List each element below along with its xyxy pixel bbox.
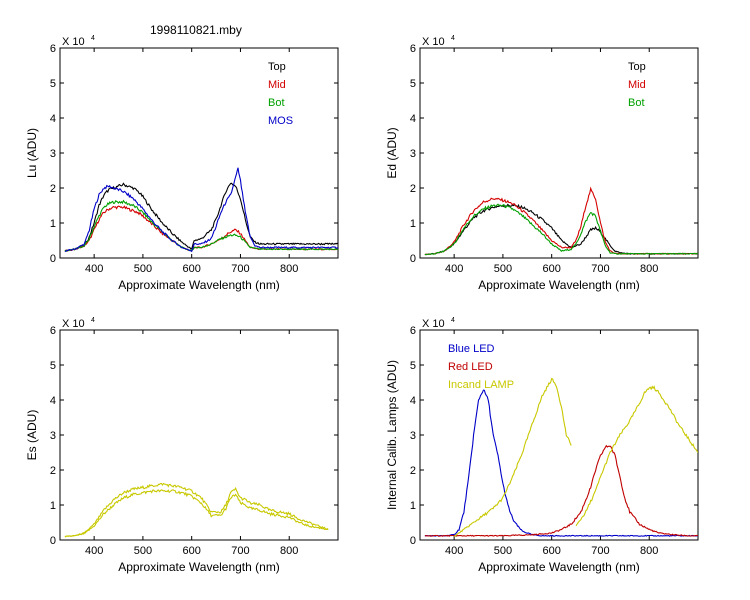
x-tick-label: 600 <box>183 545 201 557</box>
exponent-power: 4 <box>91 317 95 324</box>
x-tick-label: 600 <box>543 545 561 557</box>
series-line-incand-lamp-2 <box>575 385 698 527</box>
x-axis-label: Approximate Wavelength (nm) <box>118 278 280 292</box>
y-tick-label: 2 <box>50 465 56 477</box>
legend-entry-mid: Mid <box>628 79 646 91</box>
y-tick-label: 6 <box>50 325 56 337</box>
series-group <box>64 482 329 538</box>
y-tick-label: 6 <box>410 43 416 55</box>
y-tick-label: 3 <box>50 148 56 160</box>
y-tick-label: 4 <box>50 395 56 407</box>
series-line-incand-lamp <box>454 377 572 537</box>
x-tick-label: 700 <box>231 545 249 557</box>
y-tick-label: 6 <box>50 43 56 55</box>
y-tick-label: 0 <box>410 253 416 265</box>
y-tick-label: 2 <box>410 465 416 477</box>
y-axis-label: Ed (ADU) <box>385 127 399 178</box>
series-group <box>424 186 698 256</box>
y-tick-label: 2 <box>410 183 416 195</box>
x-tick-label: 700 <box>591 545 609 557</box>
x-tick-label: 600 <box>543 263 561 275</box>
exponent-label: X 10 <box>62 36 85 48</box>
x-tick-label: 700 <box>591 263 609 275</box>
legend-entry-bot: Bot <box>268 97 285 109</box>
series-line-red-led <box>424 444 698 537</box>
plot-frame <box>59 47 339 259</box>
panel-ed: 400 500 600 700 800 0 1 2 3 4 5 6 X 10 4 Approximate W… <box>385 35 699 292</box>
plot-frame <box>59 329 339 541</box>
x-tick-label: 800 <box>640 545 658 557</box>
x-tick-label: 500 <box>134 263 152 275</box>
panel-cal: 400 500 600 700 800 0 1 2 3 4 5 6 X 10 4 Approximate W… <box>385 317 699 574</box>
legend-entry-blue-led: Blue LED <box>448 343 495 355</box>
series-line-bot <box>64 199 338 252</box>
y-tick-label: 5 <box>410 78 416 90</box>
x-tick-label: 500 <box>494 263 512 275</box>
exponent-power: 4 <box>91 35 95 42</box>
x-tick-label: 500 <box>134 545 152 557</box>
y-tick-label: 2 <box>50 183 56 195</box>
x-axis-label: Approximate Wavelength (nm) <box>478 278 640 292</box>
y-tick-label: 1 <box>50 500 56 512</box>
y-tick-label: 4 <box>410 395 416 407</box>
legend-entry-top: Top <box>628 61 646 73</box>
y-tick-label: 4 <box>410 113 416 125</box>
series-line-mos <box>64 167 338 253</box>
series-line-es-lower <box>64 489 329 538</box>
figure-title: 1998110821.mby <box>150 23 242 37</box>
series-line-mid <box>64 205 338 252</box>
legend-entry-red-led: Red LED <box>448 361 493 373</box>
exponent-label: X 10 <box>422 36 445 48</box>
y-tick-label: 1 <box>410 218 416 230</box>
legend-entry-incand-lamp: Incand LAMP <box>448 379 514 391</box>
y-tick-label: 0 <box>410 535 416 547</box>
y-tick-label: 5 <box>410 360 416 372</box>
series-line-es-upper <box>64 482 329 538</box>
series-line-mid <box>424 186 698 256</box>
x-tick-label: 800 <box>280 263 298 275</box>
y-tick-label: 6 <box>410 325 416 337</box>
y-tick-label: 0 <box>50 253 56 265</box>
legend-entry-top: Top <box>268 61 286 73</box>
y-axis-label: Lu (ADU) <box>25 128 39 178</box>
series-group <box>64 167 338 253</box>
series-line-top <box>64 182 338 252</box>
series-line-bot <box>424 203 698 256</box>
y-tick-label: 0 <box>50 535 56 547</box>
exponent-power: 4 <box>451 35 455 42</box>
exponent-label: X 10 <box>62 318 85 330</box>
x-axis-label: Approximate Wavelength (nm) <box>478 560 640 574</box>
y-tick-label: 4 <box>50 113 56 125</box>
x-tick-label: 500 <box>494 545 512 557</box>
x-tick-label: 400 <box>445 545 463 557</box>
legend-entry-bot: Bot <box>628 97 645 109</box>
x-tick-label: 400 <box>85 545 103 557</box>
panel-es: 400 500 600 700 800 0 1 2 3 4 5 6 X 10 4 Approximate W… <box>25 317 339 574</box>
x-tick-label: 800 <box>280 545 298 557</box>
x-tick-label: 700 <box>231 263 249 275</box>
legend-entry-mid: Mid <box>268 79 286 91</box>
x-axis-label: Approximate Wavelength (nm) <box>118 560 280 574</box>
exponent-power: 4 <box>451 317 455 324</box>
y-tick-label: 5 <box>50 78 56 90</box>
y-axis-label: Internal Calib. Lamps (ADU) <box>385 360 399 510</box>
series-line-blue-led <box>424 389 698 537</box>
exponent-label: X 10 <box>422 318 445 330</box>
series-group <box>424 377 698 537</box>
y-tick-label: 3 <box>410 430 416 442</box>
panel-lu: 400 500 600 700 800 0 1 2 3 4 5 6 X 10 4 Approximate W… <box>25 35 339 292</box>
y-tick-label: 1 <box>410 500 416 512</box>
y-axis-label: Es (ADU) <box>25 410 39 461</box>
x-tick-label: 600 <box>183 263 201 275</box>
y-tick-label: 5 <box>50 360 56 372</box>
y-tick-label: 1 <box>50 218 56 230</box>
x-tick-label: 400 <box>85 263 103 275</box>
x-tick-label: 800 <box>640 263 658 275</box>
legend-entry-mos: MOS <box>268 115 293 127</box>
y-tick-label: 3 <box>50 430 56 442</box>
y-tick-label: 3 <box>410 148 416 160</box>
x-tick-label: 400 <box>445 263 463 275</box>
